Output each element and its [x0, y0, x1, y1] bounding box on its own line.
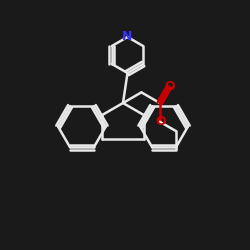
Text: O: O	[164, 80, 175, 93]
Text: O: O	[155, 115, 166, 128]
Text: N: N	[122, 30, 133, 44]
